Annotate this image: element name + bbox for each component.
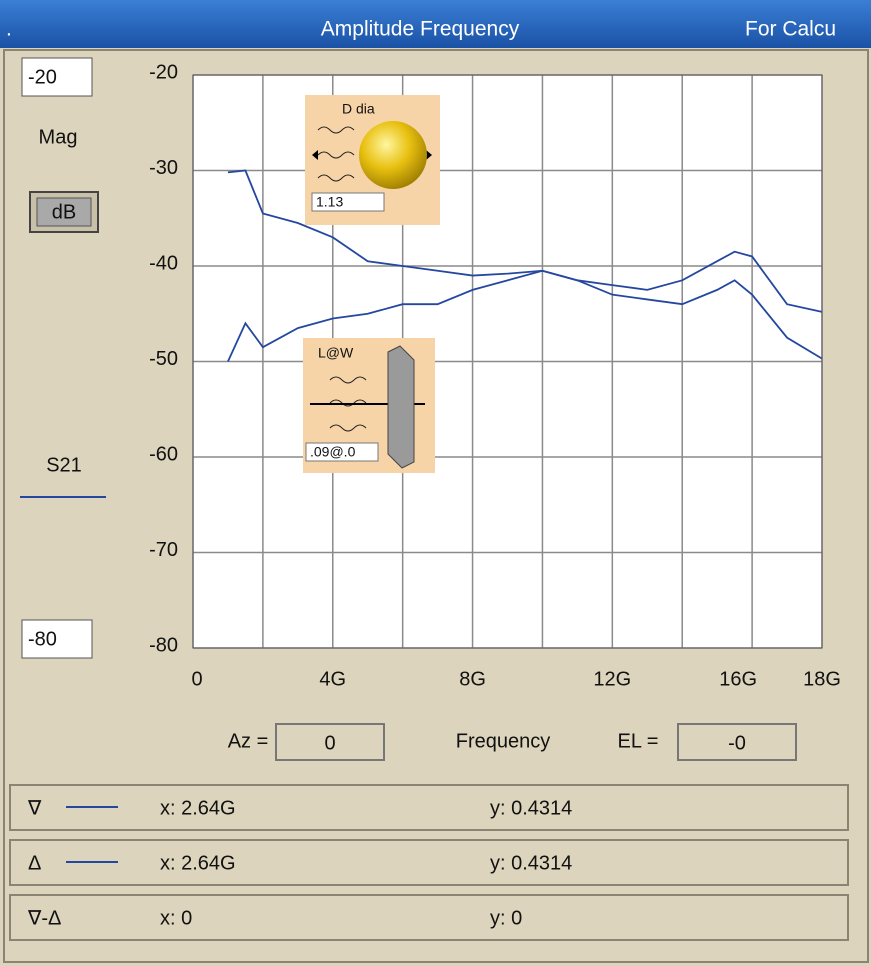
- marker-x: x: 2.64G: [160, 797, 236, 819]
- sphere-label: D dia: [342, 101, 375, 117]
- ymin-value: -80: [28, 628, 57, 650]
- ymax-value: -20: [28, 66, 57, 88]
- marker-symbol: Δ: [28, 852, 41, 874]
- x-tick-label: 0: [191, 668, 202, 690]
- el-value: -0: [728, 732, 746, 754]
- y-tick-label: -80: [149, 634, 178, 656]
- y-tick-label: -70: [149, 539, 178, 561]
- y-tick-label: -40: [149, 252, 178, 274]
- marker-y: y: 0: [490, 907, 522, 929]
- title-left: .: [6, 18, 12, 41]
- x-tick-label: 4G: [319, 668, 346, 690]
- marker-row: [10, 785, 848, 830]
- marker-row: [10, 840, 848, 885]
- az-value: 0: [324, 732, 335, 754]
- db-label: dB: [52, 201, 76, 223]
- y-tick-label: -60: [149, 443, 178, 465]
- az-label: Az =: [228, 730, 269, 752]
- sphere-value: 1.13: [316, 194, 343, 210]
- x-axis-label: Frequency: [456, 730, 551, 752]
- y-tick-label: -20: [149, 61, 178, 83]
- el-label: EL =: [618, 730, 659, 752]
- mag-label: Mag: [39, 126, 78, 148]
- marker-row: [10, 895, 848, 940]
- x-tick-label: 18G: [803, 668, 841, 690]
- sphere: [359, 121, 427, 189]
- plate-value: .09@.0: [310, 444, 356, 460]
- title-right: For Calcu: [745, 18, 836, 41]
- marker-x: x: 2.64G: [160, 852, 236, 874]
- y-tick-label: -30: [149, 157, 178, 179]
- title: Amplitude Frequency: [321, 18, 520, 41]
- x-tick-label: 12G: [593, 668, 631, 690]
- plate: [388, 346, 414, 468]
- marker-x: x: 0: [160, 907, 192, 929]
- legend-label: S21: [46, 454, 82, 476]
- x-tick-label: 16G: [719, 668, 757, 690]
- x-tick-label: 8G: [459, 668, 486, 690]
- marker-symbol: ∇: [27, 797, 42, 819]
- marker-symbol: ∇-Δ: [27, 907, 61, 929]
- marker-y: y: 0.4314: [490, 797, 572, 819]
- plate-label: L@W: [318, 345, 354, 361]
- y-tick-label: -50: [149, 348, 178, 370]
- marker-y: y: 0.4314: [490, 852, 572, 874]
- app-window: . Amplitude Frequency For Calcu -20 Mag …: [0, 0, 871, 966]
